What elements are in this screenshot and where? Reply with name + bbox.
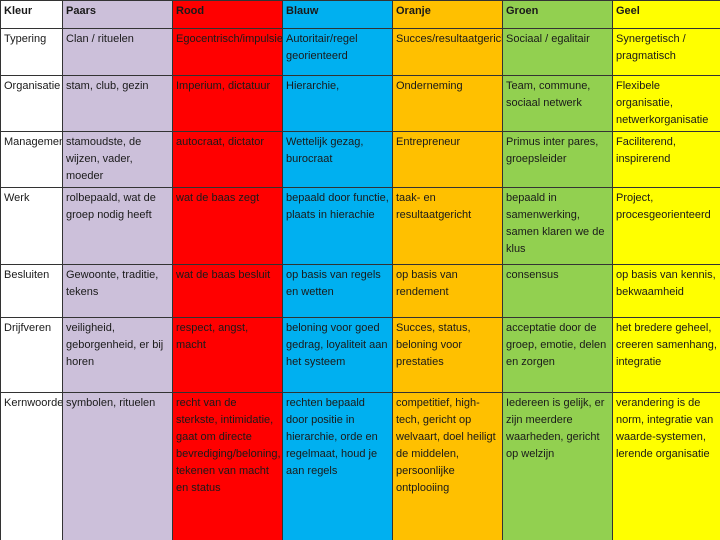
table-cell: Gewoonte, traditie, tekens [62,264,173,318]
table-cell: Flexibele organisatie, netwerkorganisati… [612,75,720,132]
row-label: Typering [0,28,63,76]
table-cell: Entrepreneur [392,131,503,188]
row-label: Management [0,131,63,188]
table-cell: veiligheid, geborgenheid, er bij horen [62,317,173,393]
table-cell: Project, procesgeorienteerd [612,187,720,265]
table-row: Organisatie stam, club, gezin Imperium, di… [0,75,720,132]
table-cell: Clan / rituelen [62,28,173,76]
table-cell: op basis van rendement [392,264,503,318]
table-cell: acceptatie door de groep, emotie, delen … [502,317,613,393]
table-cell: Succes, status, beloning voor prestaties [392,317,503,393]
table-cell: Iedereen is gelijk, er zijn meerdere waa… [502,392,613,540]
header-row: Kleur Paars Rood Blauw Oranje Groen Geel [0,0,720,29]
table-cell: rolbepaald, wat de groep nodig heeft [62,187,173,265]
table-cell: respect, angst, macht [172,317,283,393]
table-cell: rechten bepaald door positie in hierarch… [282,392,393,540]
table-cell: Primus inter pares, groepsleider [502,131,613,188]
table-cell: Sociaal / egalitair [502,28,613,76]
table-cell: verandering is de norm, integratie van w… [612,392,720,540]
table-cell: Wettelijk gezag, burocraat [282,131,393,188]
table-cell: beloning voor goed gedrag, loyaliteit aa… [282,317,393,393]
table-cell: Succes/resultaatgericht [392,28,503,76]
row-label: Kernwoorden [0,392,63,540]
table-cell: symbolen, rituelen [62,392,173,540]
table-row: Besluiten Gewoonte, traditie, tekens wat d… [0,264,720,318]
table-cell: Egocentrisch/impulsief [172,28,283,76]
header-cell: Kleur [0,0,63,29]
header-cell: Oranje [392,0,503,29]
table-row: Drijfveren veiligheid, geborgenheid, er b… [0,317,720,393]
table-cell: Team, commune, sociaal netwerk [502,75,613,132]
table-row: Management stamoudste, de wijzen, vader, … [0,131,720,188]
table-cell: op basis van regels en wetten [282,264,393,318]
table-cell: Hierarchie, [282,75,393,132]
table-row: Werk rolbepaald, wat de groep nodig heeft… [0,187,720,265]
table-cell: Faciliterend, inspirerend [612,131,720,188]
header-cell: Paars [62,0,173,29]
table-cell: bepaald door functie, plaats in hierachi… [282,187,393,265]
header-cell: Geel [612,0,720,29]
table-row: Typering Clan / rituelen Egocentrisch/impu… [0,28,720,76]
row-label: Drijfveren [0,317,63,393]
header-cell: Groen [502,0,613,29]
table-cell: wat de baas zegt [172,187,283,265]
table-cell: Imperium, dictatuur [172,75,283,132]
table-cell: wat de baas besluit [172,264,283,318]
table-cell: consensus [502,264,613,318]
table-cell: taak- en resultaatgericht [392,187,503,265]
table-cell: bepaald in samenwerking, samen klaren we… [502,187,613,265]
table-cell: autocraat, dictator [172,131,283,188]
table-cell: stamoudste, de wijzen, vader, moeder [62,131,173,188]
table-cell: Onderneming [392,75,503,132]
row-label: Organisatie [0,75,63,132]
header-cell: Blauw [282,0,393,29]
table-cell: Synergetisch / pragmatisch [612,28,720,76]
table-cell: het bredere geheel, creeren samenhang, i… [612,317,720,393]
row-label: Werk [0,187,63,265]
table-cell: competitief, high-tech, gericht op welva… [392,392,503,540]
row-label: Besluiten [0,264,63,318]
table-cell: stam, club, gezin [62,75,173,132]
table-cell: Autoritair/regel georienteerd [282,28,393,76]
header-cell: Rood [172,0,283,29]
table-cell: op basis van kennis, bekwaamheid [612,264,720,318]
table-cell: recht van de sterkste, intimidatie, gaat… [172,392,283,540]
